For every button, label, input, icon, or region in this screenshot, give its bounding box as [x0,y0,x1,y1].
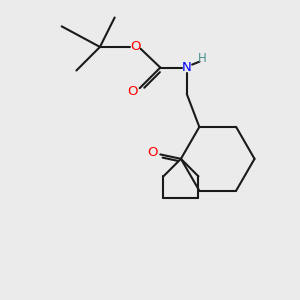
Text: H: H [198,52,207,65]
Text: O: O [148,146,158,159]
Text: O: O [130,40,140,53]
Text: N: N [182,61,192,74]
Text: O: O [127,85,138,98]
